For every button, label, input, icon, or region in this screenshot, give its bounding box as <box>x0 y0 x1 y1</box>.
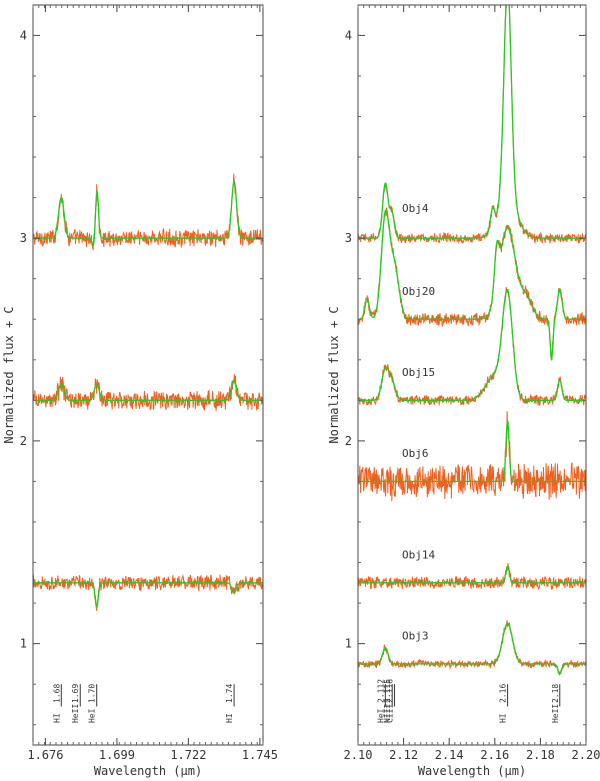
obj14-label: Obj14 <box>402 548 435 561</box>
y-tick-label: 4 <box>20 28 27 42</box>
line-id-wavelength: 2.112 <box>376 679 385 703</box>
line-id-species: NIII <box>383 704 392 723</box>
obj14-model-line <box>358 565 586 584</box>
line-id-wavelength: 1.70 <box>88 684 97 703</box>
obj3-model-line <box>358 622 586 675</box>
obj20-label: Obj20 <box>402 285 435 298</box>
line-id-wavelength: 2.115 <box>383 679 392 703</box>
x-tick-label: 2.12 <box>389 748 418 762</box>
y-tick-label: 1 <box>20 637 27 651</box>
y-axis-title: Normalized flux + C <box>327 306 341 443</box>
obj20-model-line <box>358 209 586 361</box>
x-tick-label: 2.16 <box>480 748 509 762</box>
y-tick-label: 2 <box>20 434 27 448</box>
line-id-species: HeI <box>88 708 97 723</box>
spectrum-2-observed-line <box>33 573 263 611</box>
line-id-wavelength: 2.16 <box>499 684 508 703</box>
obj14-observed-line <box>358 562 586 591</box>
x-axis-title: Wavelength (μm) <box>94 764 202 778</box>
obj6-observed-line <box>358 411 586 502</box>
x-tick-label: 2.20 <box>572 748 600 762</box>
obj3-label: Obj3 <box>402 630 429 643</box>
panel-left: 1 2 3 4 1.676 1.699 1.722 1.745 Wavelength (μm) N… <box>2 4 278 778</box>
spectrum-2-model-line <box>33 582 263 609</box>
spectrum-0-model-line <box>33 180 263 247</box>
panel-right: Obj4 Obj20 Obj15 Obj6 Obj14 Obj3 1 2 3 4 2.10 2.12 2… <box>327 4 600 778</box>
x-tick-label: 2.10 <box>344 748 373 762</box>
x-tick-label: 1.699 <box>99 748 135 762</box>
y-tick-label: 1 <box>345 637 352 651</box>
line-id-species: HeII <box>71 704 80 723</box>
line-id-wavelength: 1.68 <box>52 684 61 703</box>
spectrum-1-model-line <box>33 379 263 401</box>
obj15-observed-line <box>358 286 586 406</box>
obj4-model-line <box>358 5 586 239</box>
line-id-wavelength: 1.69 <box>71 684 80 703</box>
line-id-species: HeI <box>376 708 385 723</box>
obj6-label: Obj6 <box>402 447 429 460</box>
line-id-species: CIII <box>385 704 394 723</box>
spectrum-1-observed-line <box>33 374 263 411</box>
obj15-model-line <box>358 288 586 401</box>
x-tick-label: 1.745 <box>242 748 278 762</box>
y-axis-title: Normalized flux + C <box>2 306 16 443</box>
obj15-label: Obj15 <box>402 366 435 379</box>
x-tick-label: 2.14 <box>435 748 464 762</box>
obj4-label: Obj4 <box>402 202 429 215</box>
plot-frame <box>32 4 264 746</box>
obj20-observed-line <box>358 207 586 361</box>
y-tick-label: 3 <box>20 231 27 245</box>
line-id-species: HI <box>225 713 234 723</box>
obj6-model-line <box>358 420 586 483</box>
x-tick-label: 1.722 <box>170 748 206 762</box>
plot-area <box>33 173 263 611</box>
plot-area <box>358 5 586 676</box>
line-id-species: HI <box>52 713 61 723</box>
x-tick-label: 1.676 <box>27 748 63 762</box>
y-tick-label: 4 <box>345 28 352 42</box>
spectrum-0-observed-line <box>33 173 263 251</box>
x-tick-label: 2.18 <box>526 748 555 762</box>
line-id-species: HI <box>499 713 508 723</box>
line-id-wavelength: 2.18 <box>551 684 560 703</box>
line-id-wavelength: 2.116 <box>385 679 394 703</box>
y-tick-label: 2 <box>345 434 352 448</box>
line-id-species: HeII <box>551 704 560 723</box>
obj3-observed-line <box>358 620 586 676</box>
x-axis-title: Wavelength (μm) <box>418 764 526 778</box>
line-id-wavelength: 1.74 <box>225 684 234 703</box>
y-tick-label: 3 <box>345 231 352 245</box>
obj4-observed-line <box>358 5 586 244</box>
